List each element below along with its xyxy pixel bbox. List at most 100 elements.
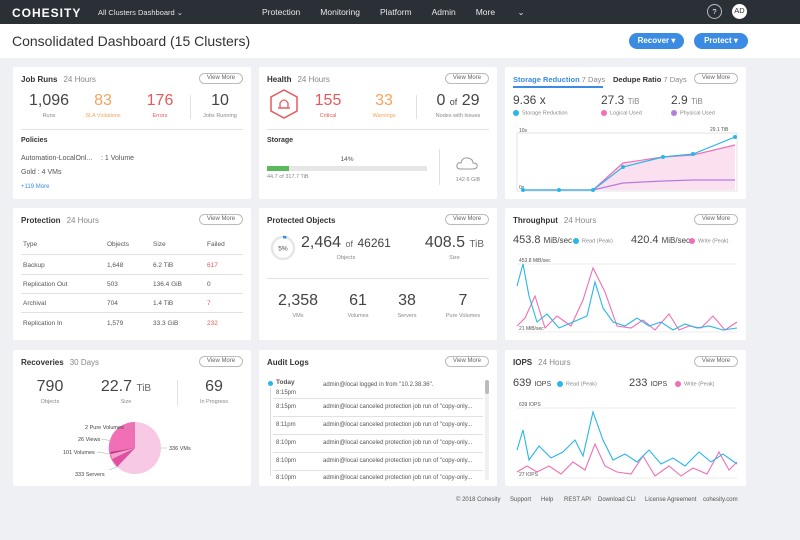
legend-label: Write (Peak) xyxy=(684,381,715,388)
log-message[interactable]: admin@local canceled protection job run … xyxy=(323,440,473,446)
data-point xyxy=(733,135,737,139)
view-more-button[interactable]: View More xyxy=(199,73,243,84)
view-more-button[interactable]: View More xyxy=(694,356,738,367)
card-title-text: Protection xyxy=(21,216,61,225)
card-title: Audit Logs xyxy=(267,358,309,367)
nav-admin[interactable]: Admin xyxy=(431,7,456,17)
recovered-size-value: 22.7 TiB xyxy=(91,378,161,396)
divider xyxy=(21,254,243,255)
card-title-text: Recoveries xyxy=(21,358,64,367)
log-message[interactable]: admin@local canceled protection job run … xyxy=(323,475,473,481)
nav-platform[interactable]: Platform xyxy=(379,7,412,17)
view-more-button[interactable]: View More xyxy=(445,356,489,367)
footer-link-download-cli[interactable]: Download CLI xyxy=(598,497,636,503)
recover-button[interactable]: Recover ▾ xyxy=(629,33,684,49)
table-cell[interactable]: 7 xyxy=(207,300,211,307)
throughput-chart: 453.8 MiB/sec 21 MiB/sec xyxy=(516,258,738,333)
physical-unit: TiB xyxy=(691,97,703,106)
nav-protection[interactable]: Protection xyxy=(262,7,301,17)
tab-storage-reduction[interactable]: Storage Reduction 7 Days xyxy=(513,75,605,84)
in-progress-value: 69 xyxy=(205,378,223,395)
storage-reduction-chart: 10s 0s 29.1 TiB 0 Bytes xyxy=(516,127,738,192)
objects-of: of xyxy=(345,239,354,249)
legend-label: Physical Used xyxy=(680,110,715,117)
card-title-text: Health xyxy=(267,75,292,84)
cloud-icon xyxy=(456,157,478,170)
nav-monitoring[interactable]: Monitoring xyxy=(320,7,360,17)
legend-dot xyxy=(671,110,677,116)
size-unit: TiB xyxy=(469,239,485,250)
scrollbar[interactable] xyxy=(485,380,489,480)
column-header-objects: Objects xyxy=(107,241,130,248)
data-point xyxy=(521,188,525,192)
protect-button[interactable]: Protect ▾ xyxy=(694,33,748,49)
read-number: 639 xyxy=(513,377,532,389)
view-more-button[interactable]: View More xyxy=(445,214,489,225)
log-message[interactable]: admin@local canceled protection job run … xyxy=(323,404,473,410)
footer-link-support[interactable]: Support xyxy=(510,497,532,503)
data-point xyxy=(691,152,695,156)
view-more-button[interactable]: View More xyxy=(694,214,738,225)
table-cell: Replication Out xyxy=(23,281,68,288)
objects-progress-ring: 5% xyxy=(270,235,296,261)
write-line xyxy=(516,266,738,331)
read-line xyxy=(516,410,738,467)
log-message[interactable]: admin@local logged in from "10.2.38.36". xyxy=(323,382,434,388)
tab-dedupe-ratio[interactable]: Dedupe Ratio 7 Days xyxy=(613,75,687,84)
axis-label: 0s xyxy=(519,185,525,191)
tab-period: 7 Days xyxy=(581,75,606,84)
logical-value: 27.3 TiB xyxy=(601,93,639,107)
cluster-selector[interactable]: All Clusters Dashboard ⌄ xyxy=(98,8,183,17)
footer-link-website[interactable]: cohesity.com xyxy=(703,497,738,503)
volumes-value: 61 xyxy=(349,292,367,309)
log-time: 8:15pm xyxy=(276,390,297,396)
logical-unit: TiB xyxy=(627,97,640,106)
table-cell: 704 xyxy=(107,300,118,307)
divider xyxy=(273,452,483,453)
view-more-button[interactable]: View More xyxy=(445,73,489,84)
footer-link-help[interactable]: Help xyxy=(541,497,554,503)
physical-value: 2.9 TiB xyxy=(671,93,703,107)
divider xyxy=(267,129,489,130)
log-message[interactable]: admin@local canceled protection job run … xyxy=(323,458,473,464)
divider xyxy=(21,274,243,275)
avatar[interactable]: AD xyxy=(732,4,747,19)
cohesity-logo[interactable]: COHESITY xyxy=(12,6,82,20)
read-number: 453.8 xyxy=(513,234,541,246)
policy-name[interactable]: Gold : 4 VMs xyxy=(21,169,62,176)
objects-label: Objects xyxy=(336,255,356,261)
log-time: 8:10pm xyxy=(276,440,297,446)
in-progress-label: In Progress xyxy=(199,399,229,405)
help-icon[interactable]: ? xyxy=(707,4,722,19)
footer-link-license[interactable]: License Agreement xyxy=(645,497,697,503)
warnings-value: 33 xyxy=(375,92,393,109)
nodes-value: 0 of 29 xyxy=(423,92,493,110)
card-title-text: IOPS xyxy=(513,358,533,367)
write-peak-value: 420.4 MiB/sec xyxy=(631,234,690,246)
leader-line xyxy=(100,438,114,442)
divider xyxy=(190,95,191,119)
pie-label: 336 VMs xyxy=(169,446,191,452)
ring-fill xyxy=(270,235,296,261)
table-cell[interactable]: 232 xyxy=(207,320,218,327)
log-message[interactable]: admin@local canceled protection job run … xyxy=(323,422,473,428)
storage-bar xyxy=(267,166,427,171)
policy-name-text: Gold xyxy=(21,169,36,176)
policy-name[interactable]: Automation-LocalOnl... xyxy=(21,155,93,162)
footer-link-rest-api[interactable]: REST API xyxy=(564,497,591,503)
table-cell[interactable]: 617 xyxy=(207,262,218,269)
nav-more[interactable]: More ⌄ xyxy=(476,7,545,17)
table-cell: Backup xyxy=(23,262,45,269)
size-value: 408.5 TiB xyxy=(417,234,492,252)
more-policies-link[interactable]: +119 More xyxy=(21,184,50,190)
view-more-button[interactable]: View More xyxy=(199,356,243,367)
view-more-button[interactable]: View More xyxy=(199,214,243,225)
write-unit: IOPS xyxy=(650,381,668,388)
nodes-of: of xyxy=(449,97,458,107)
card-period: 24 Hours xyxy=(297,75,330,84)
view-more-button[interactable]: View More xyxy=(694,73,738,84)
copyright: © 2018 Cohesity xyxy=(456,497,501,503)
divider xyxy=(21,312,243,313)
scrollbar-thumb[interactable] xyxy=(485,380,489,394)
timeline-dot xyxy=(268,381,273,386)
